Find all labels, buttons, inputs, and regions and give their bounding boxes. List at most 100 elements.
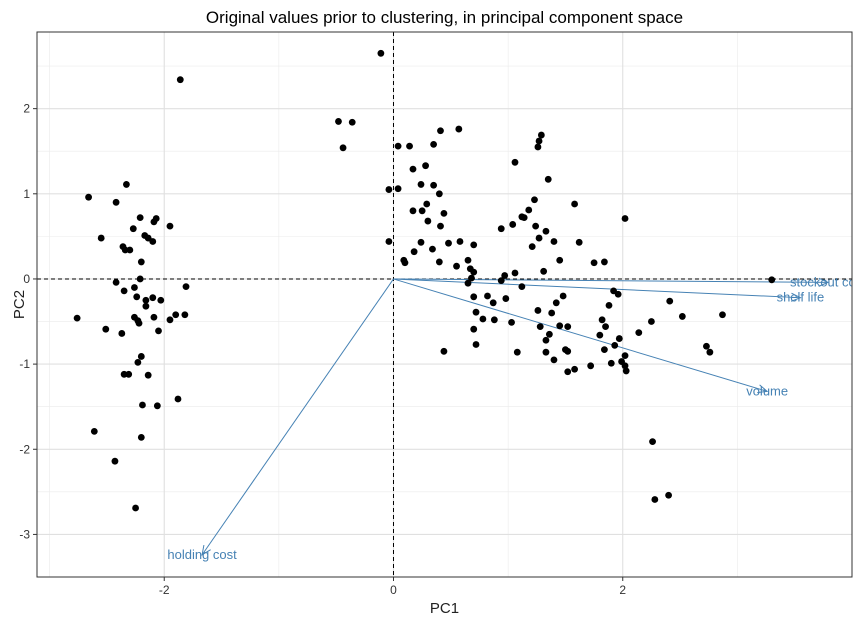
data-point [136, 214, 144, 222]
loading-vector [393, 278, 828, 283]
data-point [509, 221, 517, 228]
data-point [182, 283, 190, 291]
data-point [768, 276, 776, 284]
data-point [564, 368, 572, 376]
data-point [497, 277, 505, 285]
data-point [172, 311, 180, 319]
data-point [703, 342, 710, 350]
data-point [525, 206, 533, 214]
data-point [470, 293, 478, 301]
loading-vector [201, 278, 394, 556]
data-point [150, 313, 158, 321]
loading-vector [393, 278, 801, 299]
data-point [410, 248, 418, 256]
data-point [166, 316, 174, 324]
x-tick-label: -2 [159, 583, 170, 597]
y-tick-label: -3 [19, 527, 30, 541]
data-point [666, 297, 674, 305]
data-point [497, 225, 505, 233]
y-tick-label: -2 [19, 442, 30, 456]
loading-vectors [201, 277, 830, 556]
data-point [429, 245, 436, 253]
data-point [136, 275, 144, 283]
data-point [423, 200, 431, 208]
x-tick-label: 2 [619, 583, 626, 597]
data-point [174, 395, 182, 403]
data-point [559, 292, 567, 300]
data-point [153, 402, 161, 410]
y-tick-label: -1 [19, 357, 30, 371]
data-point [490, 316, 498, 324]
data-point [394, 142, 402, 150]
data-point [137, 258, 145, 266]
data-point [719, 311, 726, 319]
data-point [134, 359, 142, 366]
data-point [102, 325, 110, 333]
data-point [615, 335, 623, 342]
data-point [531, 196, 538, 204]
data-point [540, 267, 548, 275]
data-point [111, 457, 119, 465]
data-point [141, 232, 149, 239]
data-point [424, 217, 432, 225]
data-point [166, 222, 174, 230]
data-point [135, 319, 143, 327]
data-point [422, 162, 429, 170]
data-point [575, 238, 583, 246]
data-point [508, 318, 515, 326]
vector-arrowhead [201, 544, 211, 556]
data-point [90, 427, 98, 435]
data-point [470, 268, 478, 276]
data-point [621, 215, 629, 222]
data-point [456, 238, 464, 245]
data-point [501, 272, 509, 279]
data-point [648, 318, 655, 325]
data-point [502, 295, 510, 302]
data-point [123, 181, 130, 188]
data-point [409, 207, 417, 215]
data-point [132, 504, 139, 512]
data-point [417, 181, 425, 188]
data-points [73, 49, 776, 512]
y-axis-ticks: -3 -2 -1 0 1 2 [19, 102, 37, 541]
data-point [142, 296, 150, 304]
data-point [706, 348, 714, 356]
data-point [535, 137, 543, 145]
data-point [605, 301, 613, 309]
vector-label: stockout cost [790, 274, 859, 289]
data-point [601, 346, 608, 354]
x-tick-label: 0 [390, 583, 397, 597]
data-point [120, 287, 128, 295]
data-point [430, 181, 438, 189]
data-point [85, 193, 92, 201]
data-point [550, 356, 558, 364]
data-point [155, 327, 162, 335]
data-point [552, 299, 560, 307]
data-point [129, 225, 137, 233]
data-point [601, 258, 608, 266]
data-point [149, 238, 157, 245]
data-point [545, 330, 553, 338]
data-point [139, 401, 146, 409]
data-point [121, 246, 129, 254]
data-point [587, 362, 595, 370]
data-point [556, 256, 564, 264]
y-axis-label: PC2 [11, 290, 28, 319]
data-point [518, 283, 526, 291]
data-point [142, 302, 150, 310]
data-point [511, 158, 519, 166]
data-point [536, 323, 544, 331]
data-point [144, 371, 152, 379]
data-point [152, 215, 160, 222]
data-point [149, 294, 157, 302]
y-tick-label: 1 [23, 187, 30, 201]
data-point [176, 76, 184, 84]
data-point [590, 259, 598, 267]
data-point [335, 118, 342, 125]
data-point [513, 348, 521, 356]
data-point [618, 358, 625, 365]
data-point [534, 143, 542, 151]
data-point [348, 118, 356, 126]
data-point [621, 352, 629, 359]
